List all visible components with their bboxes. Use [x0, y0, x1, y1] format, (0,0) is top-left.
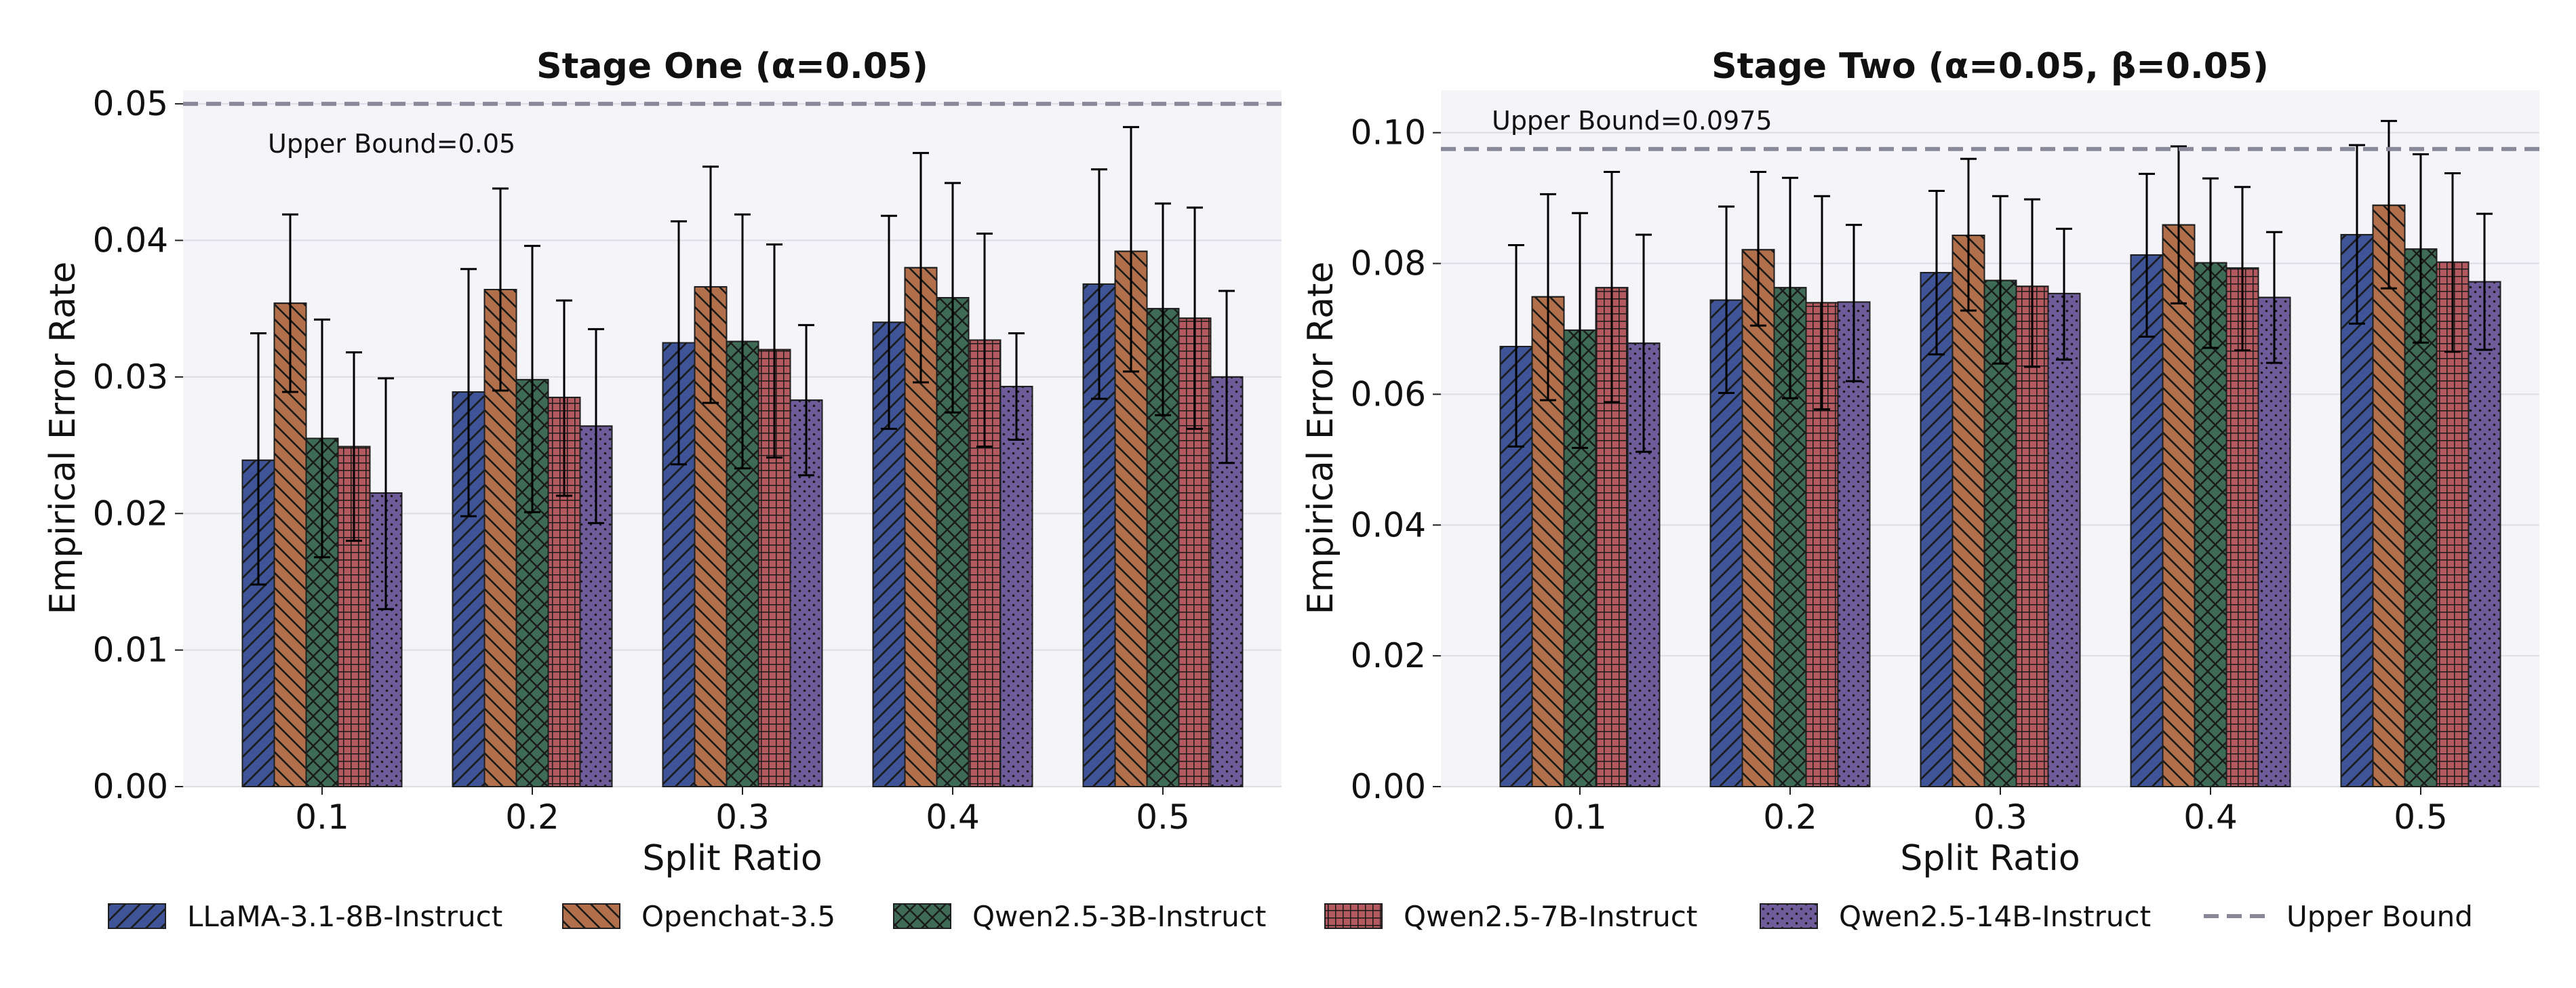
legend-swatch-hatch-qwen7b: [1324, 903, 1383, 929]
legend-label-qwen7b: Qwen2.5-7B-Instruct: [1404, 900, 1697, 933]
stage-one-xtick-label: 0.3: [715, 797, 770, 837]
stage-two-xtick-label: 0.2: [1763, 797, 1817, 837]
stage-one-xlabel: Split Ratio: [642, 838, 822, 879]
legend: LLaMA-3.1-8B-Instruct Openchat-3.5 Qwen2…: [108, 900, 2473, 933]
stage-one-bar-hatch-openchat: [694, 285, 728, 788]
stage-two-ytick-label: 0.00: [1351, 767, 1426, 806]
stage-two-bar-hatch-qwen7b: [2225, 267, 2259, 787]
stage-one-bars: [241, 125, 1244, 788]
stage-one-xtick-label: 0.5: [1136, 797, 1190, 837]
stage-two-bar-hatch-openchat: [1741, 249, 1775, 787]
stage-one-ytick-label: 0.02: [93, 494, 168, 533]
legend-label-qwen14b: Qwen2.5-14B-Instruct: [1839, 900, 2151, 933]
stage-two-xtick-label: 0.1: [1553, 797, 1607, 837]
stage-two-bar-hatch-openchat: [2372, 204, 2406, 787]
legend-item-qwen14b: Qwen2.5-14B-Instruct: [1760, 900, 2151, 933]
stage-one-chart: 0.000.010.020.030.040.050.1 0.2 0.3 0.4 0.5 …: [43, 46, 1282, 879]
stage-two-bar-hatch-openchat: [1951, 235, 1985, 788]
stage-two-ytick-label: 0.08: [1351, 244, 1426, 283]
stage-one-ytick-label: 0.05: [93, 84, 168, 123]
legend-label-qwen3b: Qwen2.5-3B-Instruct: [972, 900, 1266, 933]
stage-two-xtick-label: 0.4: [2183, 797, 2238, 837]
stage-two-bar-hatch-qwen14b: [2468, 281, 2501, 787]
stage-one-bar-hatch-qwen7b: [757, 349, 791, 787]
stage-one-bar-hatch-qwen7b: [547, 397, 581, 787]
legend-item-llama: LLaMA-3.1-8B-Instruct: [108, 900, 502, 933]
legend-swatch-hatch-llama: [108, 903, 166, 929]
stage-two-bars: [1499, 119, 2501, 788]
legend-label-upper-bound: Upper Bound: [2286, 900, 2473, 933]
stage-two-xtick-label: 0.5: [2394, 797, 2448, 837]
stage-one-bar-hatch-qwen14b: [999, 385, 1033, 787]
stage-two-bar-hatch-llama: [1920, 272, 1954, 788]
legend-label-openchat: Openchat-3.5: [641, 900, 835, 933]
stage-one-ytick-label: 0.01: [93, 631, 168, 670]
stage-two-bar-hatch-llama: [2130, 254, 2164, 788]
stage-one-title: Stage One (α=0.05): [536, 46, 928, 87]
stage-two-xlabel: Split Ratio: [1900, 838, 2080, 879]
stage-one-ytick-label: 0.03: [93, 357, 168, 397]
legend-item-qwen3b: Qwen2.5-3B-Instruct: [893, 900, 1266, 933]
stage-two-bar-hatch-openchat: [2162, 224, 2196, 787]
legend-swatch-hatch-qwen3b: [893, 903, 951, 929]
stage-two-bound-annotation: Upper Bound=0.0975: [1492, 106, 1772, 136]
stage-two-ylabel: Empirical Error Rate: [1301, 262, 1341, 615]
legend-swatch-hatch-qwen14b: [1760, 903, 1818, 929]
stage-one-bound-annotation: Upper Bound=0.05: [268, 129, 515, 159]
stage-two-ytick-label: 0.04: [1351, 505, 1426, 545]
stage-two-ytick-label: 0.06: [1351, 374, 1426, 414]
stage-two-bar-hatch-qwen14b: [2257, 296, 2291, 787]
stage-one-xtick-label: 0.1: [295, 797, 349, 837]
legend-item-openchat: Openchat-3.5: [562, 900, 835, 933]
stage-one-xtick-label: 0.2: [505, 797, 559, 837]
stage-two-xtick-label: 0.3: [1973, 797, 2027, 837]
legend-item-upper-bound: Upper Bound: [2204, 900, 2473, 933]
stage-one-ylabel: Empirical Error Rate: [43, 262, 83, 615]
stage-two-bar-hatch-qwen3b: [1983, 279, 2017, 788]
stage-two-bar-hatch-qwen3b: [2194, 262, 2227, 788]
legend-swatch-hatch-openchat: [562, 903, 620, 929]
stage-one-ytick-label: 0.04: [93, 221, 168, 260]
stage-two-ytick-label: 0.10: [1351, 113, 1426, 153]
legend-item-qwen7b: Qwen2.5-7B-Instruct: [1324, 900, 1697, 933]
stage-two-bar-hatch-qwen14b: [1837, 301, 1871, 787]
stage-one-ticks: 0.00 0.01 0.02 0.03 0.04 0.05 0.1 0.2 0.3 0.4 0.5: [93, 84, 1190, 837]
stage-two-chart: 0.000.020.040.060.080.100.1 0.2 0.3 0.4 0.5 …: [1301, 46, 2539, 879]
stage-one-xtick-label: 0.4: [926, 797, 980, 837]
stage-two-bar-hatch-qwen14b: [2047, 292, 2081, 788]
stage-two-ytick-label: 0.02: [1351, 636, 1426, 675]
legend-label-llama: LLaMA-3.1-8B-Instruct: [187, 900, 502, 933]
stage-one-ytick-label: 0.00: [93, 767, 168, 806]
stage-two-ticks: 0.00 0.02 0.04 0.06 0.08 0.10 0.1 0.2 0.3 0.4 0.5: [1351, 113, 2448, 837]
stage-two-title: Stage Two (α=0.05, β=0.05): [1711, 46, 2269, 87]
